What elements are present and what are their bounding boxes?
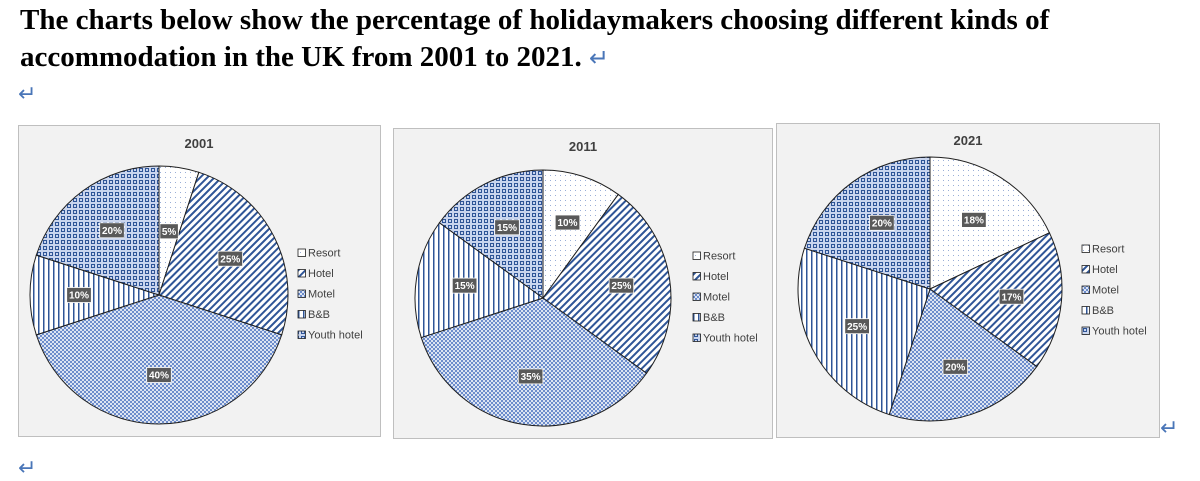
svg-text:18%: 18%	[964, 216, 984, 227]
legend-item-hotel: Hotel	[692, 271, 729, 283]
svg-text:25%: 25%	[220, 254, 240, 265]
pie-slice-youth-hotel	[803, 156, 931, 290]
svg-text:Motel: Motel	[1092, 285, 1119, 297]
svg-text:15%: 15%	[455, 281, 475, 292]
legend-item-resort: Resort	[1081, 244, 1124, 256]
svg-text:15%: 15%	[497, 223, 517, 234]
pie-slice-resort	[929, 156, 1051, 290]
pie-slice-youth-hotel	[438, 169, 544, 299]
svg-text:25%: 25%	[611, 281, 631, 292]
pie-chart-2001: 2001 5% 25% 40% 10% 20% Resort Hotel Motel B&B You…	[18, 125, 381, 437]
pie-slice-motel	[888, 288, 1038, 422]
svg-text:B&B: B&B	[1092, 305, 1114, 317]
legend-item-motel: Motel	[297, 289, 335, 301]
svg-text:20%: 20%	[102, 226, 122, 237]
legend-item-youth-hotel: Youth hotel	[692, 333, 758, 345]
legend-item-hotel: Hotel	[297, 268, 334, 280]
data-label-hotel: 17%	[998, 288, 1025, 305]
pie-slice-resort	[542, 169, 619, 300]
svg-text:Resort: Resort	[703, 251, 735, 263]
heading-line-2: accommodation in the UK from 2001 to 202…	[20, 41, 582, 73]
pie-svg: 2021 18% 17% 20% 25% 20% Resort Hotel Motel B&B Yo…	[776, 123, 1160, 438]
legend-item-resort: Resort	[692, 251, 735, 263]
data-label-youth-hotel: 20%	[869, 214, 895, 231]
svg-text:40%: 40%	[149, 371, 169, 382]
chart-title: 2011	[569, 139, 597, 154]
data-label-youth-hotel: 20%	[99, 222, 125, 239]
data-label-motel: 35%	[517, 368, 544, 385]
data-label-motel: 40%	[146, 367, 172, 383]
pie-slice-hotel	[542, 193, 672, 374]
data-label-bb: 15%	[451, 277, 478, 294]
svg-text:20%: 20%	[872, 218, 892, 229]
chart-title: 2021	[954, 133, 983, 148]
legend-item-motel: Motel	[1081, 285, 1119, 297]
svg-text:Resort: Resort	[308, 248, 340, 260]
legend-item-motel: Motel	[692, 292, 730, 304]
legend-item-bb: B&B	[1081, 305, 1114, 317]
pie-slice-youth-hotel	[35, 165, 160, 296]
data-label-motel: 20%	[942, 358, 969, 375]
pie-svg: 2001 5% 25% 40% 10% 20% Resort Hotel Motel B&B You…	[18, 125, 381, 437]
svg-text:Youth hotel: Youth hotel	[308, 330, 363, 342]
pie-slice-bb	[414, 222, 545, 339]
svg-text:17%: 17%	[1001, 292, 1021, 303]
paragraph-mark-icon: ↵	[18, 82, 37, 107]
svg-text:Hotel: Hotel	[308, 268, 334, 280]
pie-slice-hotel	[929, 232, 1063, 368]
legend-item-resort: Resort	[297, 248, 340, 260]
legend-item-bb: B&B	[297, 309, 330, 321]
svg-text:10%: 10%	[557, 218, 577, 229]
legend-item-bb: B&B	[692, 312, 725, 324]
legend-item-youth-hotel: Youth hotel	[1081, 326, 1147, 338]
svg-text:Motel: Motel	[308, 289, 335, 301]
pie-slice-motel	[420, 297, 648, 427]
svg-text:B&B: B&B	[308, 309, 330, 321]
page-heading: The charts below show the percentage of …	[20, 2, 1190, 77]
legend-item-hotel: Hotel	[1081, 264, 1118, 276]
data-label-hotel: 25%	[217, 250, 244, 267]
data-label-hotel: 25%	[608, 277, 635, 294]
pie-chart-2021: 2021 18% 17% 20% 25% 20% Resort Hotel Motel B&B Yo…	[776, 123, 1160, 438]
paragraph-mark-icon: ↵	[1160, 416, 1179, 441]
paragraph-mark-icon: ↵	[588, 44, 610, 72]
data-label-bb: 10%	[66, 287, 92, 303]
data-label-resort: 5%	[159, 223, 179, 240]
svg-text:5%: 5%	[162, 227, 177, 238]
data-label-resort: 18%	[961, 212, 987, 228]
chart-title: 2001	[185, 136, 214, 151]
pie-chart-2011: 2011 10% 25% 35% 15% 15% Resort Hotel Motel B&B Yo…	[393, 128, 773, 439]
svg-text:Hotel: Hotel	[703, 271, 729, 283]
svg-text:Hotel: Hotel	[1092, 264, 1118, 276]
data-label-bb: 25%	[844, 318, 870, 335]
svg-text:35%: 35%	[521, 372, 541, 383]
svg-text:20%: 20%	[945, 362, 965, 373]
paragraph-mark-icon: ↵	[18, 456, 37, 481]
data-label-resort: 10%	[554, 214, 581, 231]
svg-text:Youth hotel: Youth hotel	[703, 333, 758, 345]
pie-slice-motel	[35, 294, 283, 425]
heading-line-1: The charts below show the percentage of …	[20, 4, 1050, 36]
svg-text:Youth hotel: Youth hotel	[1092, 326, 1147, 338]
svg-text:Motel: Motel	[703, 292, 730, 304]
data-label-youth-hotel: 15%	[494, 219, 520, 236]
pie-svg: 2011 10% 25% 35% 15% 15% Resort Hotel Motel B&B Yo…	[393, 128, 773, 439]
svg-text:B&B: B&B	[703, 312, 725, 324]
svg-text:Resort: Resort	[1092, 244, 1124, 256]
pie-slice-bb	[29, 254, 161, 336]
legend-item-youth-hotel: Youth hotel	[297, 330, 363, 342]
svg-text:25%: 25%	[847, 322, 867, 333]
svg-text:10%: 10%	[69, 291, 89, 302]
